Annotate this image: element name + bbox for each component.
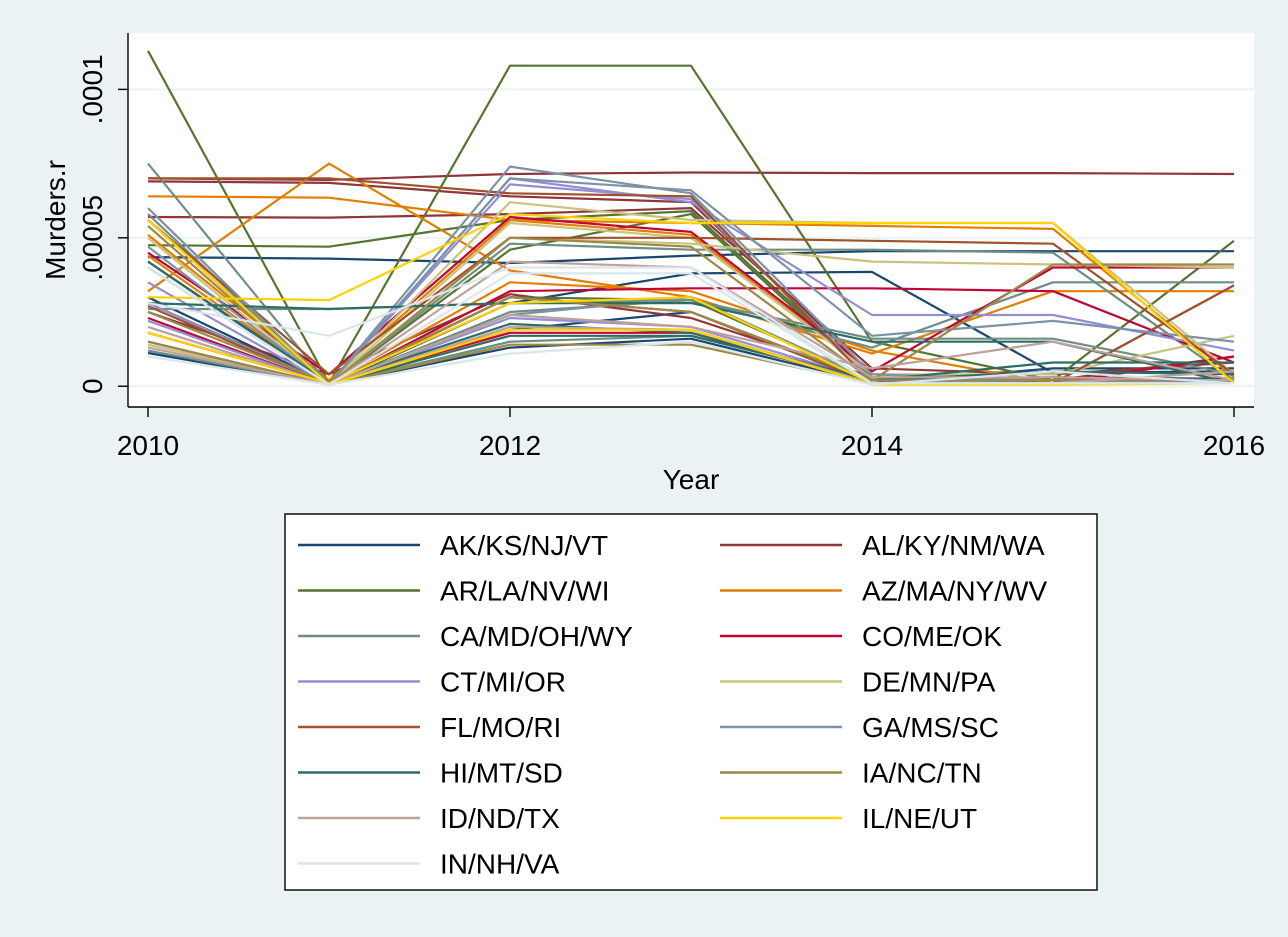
legend-label-8: FL/MO/RI [440,712,561,743]
x-tick-label-1: 2012 [479,430,541,461]
legend-label-0: AK/KS/NJ/VT [440,530,608,561]
series-line-4 [147,171,1235,181]
legend-label-10: HI/MT/SD [440,758,563,789]
series-line-49 [147,266,1234,386]
legend-label-9: GA/MS/SC [862,712,999,743]
legend-label-3: AZ/MA/NY/WV [862,576,1047,607]
legend-label-4: CA/MD/OH/WY [440,621,633,652]
legend-label-7: DE/MN/PA [862,667,996,698]
legend-label-13: IL/NE/UT [862,803,977,834]
x-tick-label-2: 2014 [841,430,903,461]
legend-box [284,513,1098,891]
y-axis-ticks: 0 .00005 .0001 [77,54,128,394]
series-lines [147,50,1235,386]
legend-label-2: AR/LA/NV/WI [440,576,610,607]
legend: AK/KS/NJ/VT AL/KY/NM/WA AR/LA/NV/WI AZ/MA/N… [284,513,1098,891]
y-tick-label-0: 0 [77,378,108,394]
y-tick-label-1: .00005 [77,195,108,281]
x-tick-label-0: 2010 [117,430,179,461]
legend-label-12: ID/ND/TX [440,803,560,834]
x-tick-label-3: 2016 [1203,430,1265,461]
y-tick-label-2: .0001 [77,54,108,124]
legend-label-1: AL/KY/NM/WA [862,530,1045,561]
x-axis-ticks: 2010 2012 2014 2016 [117,407,1265,461]
x-axis-label: Year [663,464,720,495]
legend-label-6: CT/MI/OR [440,667,566,698]
series-line-0 [147,250,1234,265]
legend-label-14: IN/NH/VA [440,849,560,880]
y-axis-label: Murders.r [40,160,71,280]
axes [127,33,1254,408]
legend-label-5: CO/ME/OK [862,621,1002,652]
series-line-30 [147,219,1235,376]
legend-label-11: IA/NC/TN [862,758,982,789]
series-line-44 [147,213,1235,385]
